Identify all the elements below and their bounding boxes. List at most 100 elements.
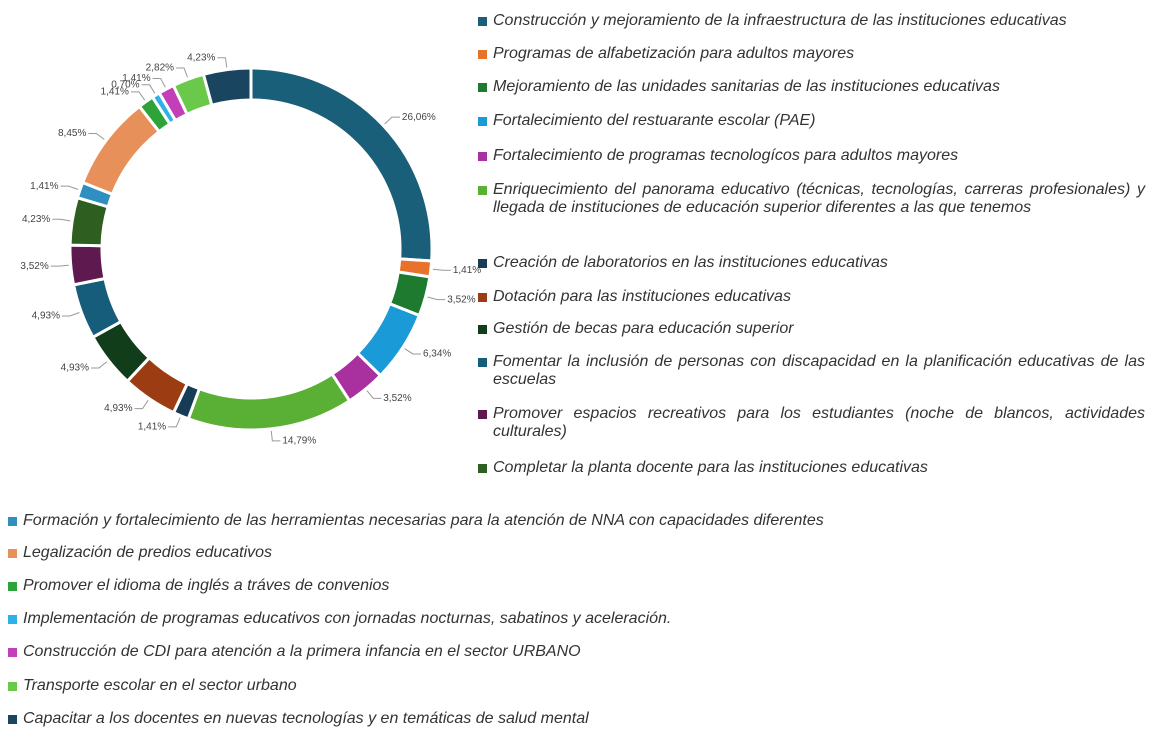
donut-segment xyxy=(201,66,253,108)
legend-swatch xyxy=(478,325,487,334)
data-label: 4,93% xyxy=(104,403,132,414)
legend-item: Formación y fortalecimiento de las herra… xyxy=(8,512,1138,530)
leader-line xyxy=(270,430,281,442)
data-label: 1,41% xyxy=(138,422,166,433)
legend-swatch xyxy=(478,152,487,161)
legend-swatch xyxy=(478,117,487,126)
leader-line xyxy=(404,348,421,355)
legend-label: Fomentar la inclusión de personas con di… xyxy=(493,353,1145,388)
data-label: 26,06% xyxy=(402,112,436,123)
legend-swatch xyxy=(8,549,17,558)
leader-line xyxy=(152,77,166,88)
leader-line xyxy=(61,312,80,317)
leader-line xyxy=(427,296,446,301)
data-label: 4,93% xyxy=(61,363,89,374)
legend-label: Dotación para las instituciones educativ… xyxy=(493,288,791,305)
legend-item: Construcción de CDI para atención a la p… xyxy=(8,643,1138,661)
legend-label: Implementación de programas educativos c… xyxy=(23,610,672,627)
legend-label: Capacitar a los docentes en nuevas tecno… xyxy=(23,710,589,727)
legend-label: Enriquecimiento del panorama educativo (… xyxy=(493,181,1145,216)
leader-line xyxy=(384,116,400,125)
legend-swatch xyxy=(478,410,487,419)
legend-label: Formación y fortalecimiento de las herra… xyxy=(23,512,824,529)
legend-swatch xyxy=(478,17,487,26)
leader-line xyxy=(50,264,69,267)
legend-item: Capacitar a los docentes en nuevas tecno… xyxy=(8,710,1138,728)
legend-swatch xyxy=(478,464,487,473)
data-label: 0,70% xyxy=(111,79,139,90)
leader-line xyxy=(432,268,451,271)
legend-item: Mejoramiento de las unidades sanitarias … xyxy=(478,78,1145,96)
leader-line xyxy=(52,218,71,222)
legend-label: Fortalecimiento del restuarante escolar … xyxy=(493,112,816,129)
data-label: 8,45% xyxy=(58,128,86,139)
leader-line xyxy=(130,91,146,101)
data-label: 1,41% xyxy=(453,265,481,276)
leader-line xyxy=(88,133,105,140)
legend-item: Legalización de predios educativos xyxy=(8,544,1138,562)
legend-item: Promover el idioma de inglés a tráves de… xyxy=(8,577,1138,595)
data-label: 3,52% xyxy=(20,261,48,272)
legend-swatch xyxy=(8,582,17,591)
legend-label: Transporte escolar en el sector urbano xyxy=(23,677,297,694)
legend-swatch xyxy=(8,682,17,691)
legend-item: Enriquecimiento del panorama educativo (… xyxy=(478,181,1145,217)
data-label: 6,34% xyxy=(423,349,451,360)
legend-label: Creación de laboratorios en las instituc… xyxy=(493,254,888,271)
leader-line xyxy=(176,67,188,78)
data-label: 4,23% xyxy=(22,214,50,225)
leader-line xyxy=(141,84,156,94)
data-label: 2,82% xyxy=(146,63,174,74)
legend-item: Construcción y mejoramiento de la infrae… xyxy=(478,12,1145,30)
data-label: 3,52% xyxy=(383,393,411,404)
legend-item: Dotación para las instituciones educativ… xyxy=(478,288,1145,306)
donut-segment xyxy=(186,371,352,432)
leader-line xyxy=(91,361,108,369)
legend-label: Mejoramiento de las unidades sanitarias … xyxy=(493,78,1000,95)
legend-swatch xyxy=(8,648,17,657)
legend-item: Fortalecimiento del restuarante escolar … xyxy=(478,112,1145,130)
legend-label: Promover el idioma de inglés a tráves de… xyxy=(23,577,390,594)
legend-swatch xyxy=(478,358,487,367)
legend-item: Fortalecimiento de programas tecnologíco… xyxy=(478,147,1145,165)
legend-item: Transporte escolar en el sector urbano xyxy=(8,677,1138,695)
leader-line xyxy=(217,57,228,68)
leader-line xyxy=(168,417,181,428)
legend-swatch xyxy=(478,293,487,302)
donut-segment xyxy=(68,243,107,287)
data-label: 1,41% xyxy=(30,181,58,192)
legend-label: Legalización de predios educativos xyxy=(23,544,273,561)
legend-swatch xyxy=(478,186,487,195)
legend-swatch xyxy=(8,615,17,624)
data-label: 4,93% xyxy=(32,311,60,322)
legend-swatch xyxy=(478,83,487,92)
legend-swatch xyxy=(478,259,487,268)
data-label: 4,23% xyxy=(187,52,215,63)
legend-item: Fomentar la inclusión de personas con di… xyxy=(478,353,1145,389)
data-label: 3,52% xyxy=(447,294,475,305)
legend-item: Implementación de programas educativos c… xyxy=(8,610,1138,628)
donut-segment xyxy=(249,66,434,263)
legend-label: Gestión de becas para educación superior xyxy=(493,320,794,337)
legend-swatch xyxy=(478,50,487,59)
legend-label: Completar la planta docente para las ins… xyxy=(493,459,928,476)
data-label: 1,41% xyxy=(101,87,129,98)
legend-label: Construcción y mejoramiento de la infrae… xyxy=(493,12,1067,29)
legend-label: Programas de alfabetización para adultos… xyxy=(493,45,855,62)
leader-line xyxy=(134,400,149,410)
legend-item: Promover espacios recreativos para los e… xyxy=(478,405,1145,441)
leader-line xyxy=(366,390,382,399)
legend-item: Completar la planta docente para las ins… xyxy=(478,459,1145,477)
data-label: 1,41% xyxy=(122,73,150,84)
data-label: 14,79% xyxy=(282,435,316,446)
legend-item: Programas de alfabetización para adultos… xyxy=(478,45,1145,63)
legend-label: Construcción de CDI para atención a la p… xyxy=(23,643,581,660)
legend-swatch xyxy=(8,715,17,724)
legend-label: Fortalecimiento de programas tecnologíco… xyxy=(493,147,959,164)
leader-line xyxy=(60,185,79,190)
legend-item: Gestión de becas para educación superior xyxy=(478,320,1145,338)
chart: 26,06% 1,41% 3,52% 6,34% 3,52% 14,79% 1,41% 4,9… xyxy=(20,52,481,446)
legend-label: Promover espacios recreativos para los e… xyxy=(493,405,1145,440)
legend-item: Creación de laboratorios en las instituc… xyxy=(478,254,1145,272)
